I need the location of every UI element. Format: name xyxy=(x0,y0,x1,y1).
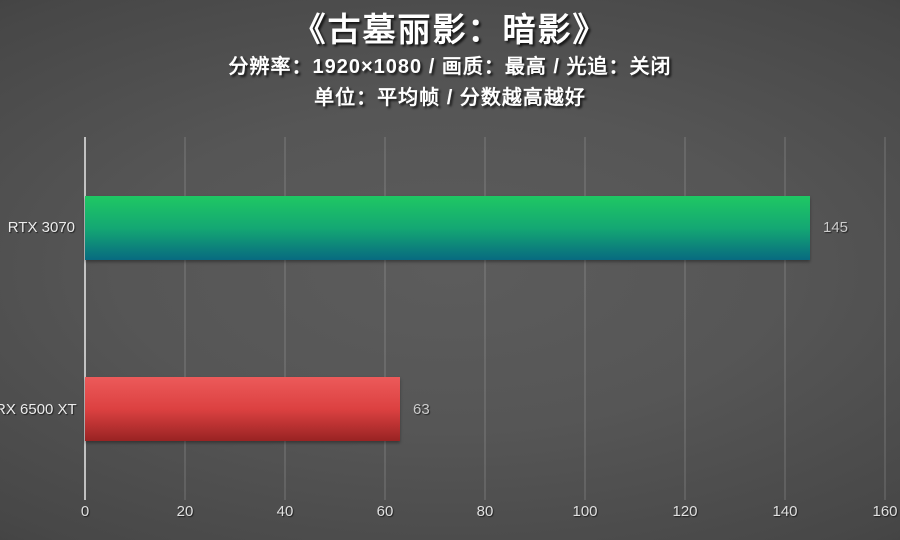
gridline xyxy=(584,137,586,500)
chart-header: 《古墓丽影：暗影》 分辨率：1920×1080 / 画质：最高 / 光追：关闭 … xyxy=(0,8,900,114)
bar-row: RTX 3070 145 xyxy=(8,137,885,319)
x-tick-label: 40 xyxy=(276,503,294,520)
gridline xyxy=(884,137,886,500)
gridline xyxy=(284,137,286,500)
bar xyxy=(85,377,400,442)
gridline xyxy=(484,137,486,500)
gridline xyxy=(184,137,186,500)
x-axis-tick-labels: 0 20 40 60 80 100 120 140 160 xyxy=(81,503,898,527)
bar-series: RTX 3070 145 RX 6500 XT 63 xyxy=(0,137,885,501)
value-label: 63 xyxy=(413,400,430,418)
y-axis-line xyxy=(84,137,86,500)
x-tick-label: 80 xyxy=(476,503,494,520)
x-tick-label: 160 xyxy=(872,503,898,520)
x-tick-label: 140 xyxy=(772,503,798,520)
chart-subtitle-settings: 分辨率：1920×1080 / 画质：最高 / 光追：关闭 xyxy=(228,56,672,78)
gridline xyxy=(384,137,386,500)
chart-title: 《古墓丽影：暗影》 xyxy=(292,11,608,48)
x-tick-label: 100 xyxy=(572,503,598,520)
category-label: RTX 3070 xyxy=(7,219,75,237)
plot-area: RTX 3070 145 RX 6500 XT 63 xyxy=(0,137,886,501)
x-tick-label: 20 xyxy=(176,503,194,520)
chart-subtitle-unit: 单位：平均帧 / 分数越高越好 xyxy=(314,87,586,109)
category-label: RX 6500 XT xyxy=(0,400,77,418)
x-tick-label: 0 xyxy=(80,503,90,520)
bar xyxy=(85,195,810,260)
value-label: 145 xyxy=(823,219,849,237)
gridline xyxy=(684,137,686,500)
x-tick-label: 60 xyxy=(376,503,394,520)
bar-row: RX 6500 XT 63 xyxy=(0,319,885,501)
gridline xyxy=(784,137,786,500)
x-tick-label: 120 xyxy=(672,503,698,520)
